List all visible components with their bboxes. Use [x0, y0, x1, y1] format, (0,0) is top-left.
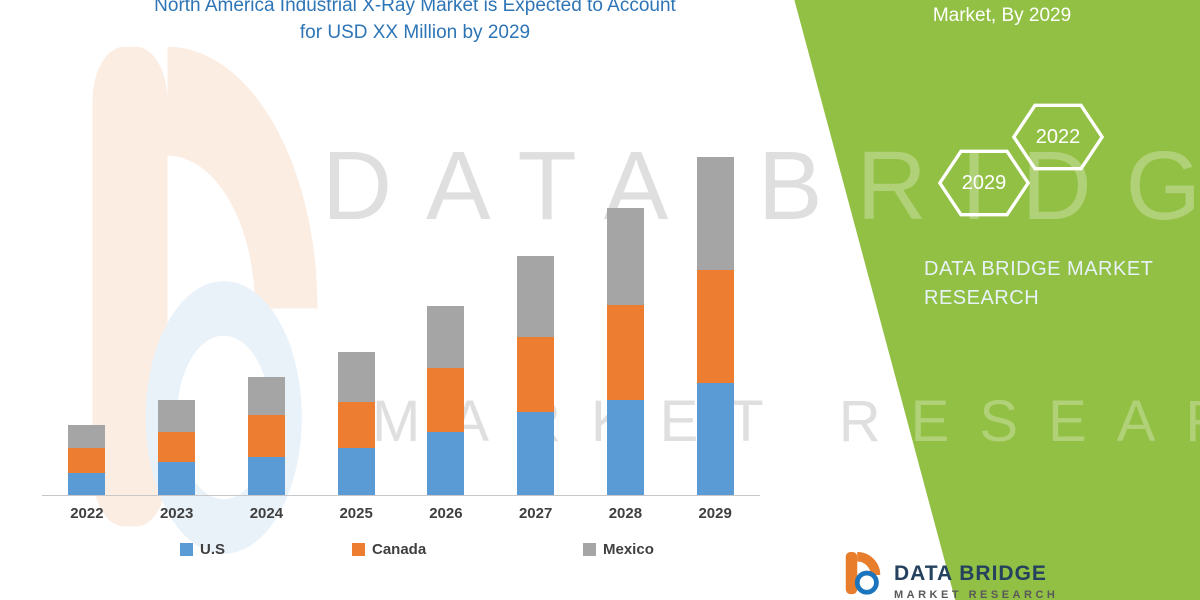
bar-segment-us	[337, 448, 375, 495]
legend-swatch	[180, 543, 193, 556]
bar-segment-us	[696, 383, 734, 495]
bar-segment-us	[427, 432, 465, 495]
chart-title: North America Industrial X-Ray Market is…	[30, 0, 800, 46]
legend-label: Mexico	[603, 541, 654, 558]
footer-logo: DATA BRIDGE MARKET RESEARCH	[840, 550, 1058, 600]
bar-segment-us	[517, 412, 555, 495]
chart-legend: U.S Canada Mexico	[0, 541, 760, 565]
bar-segment-mexico	[247, 377, 285, 415]
bar-segment-canada	[606, 305, 644, 400]
bar-segment-canada	[68, 448, 106, 473]
legend-item-mexico: Mexico	[583, 541, 654, 558]
x-axis-label: 2028	[608, 505, 643, 522]
data-bridge-logo-icon	[845, 551, 881, 595]
bar-segment-canada	[158, 432, 196, 462]
legend-label: U.S	[200, 541, 226, 558]
chart-title-line1: North America Industrial X-Ray Market is…	[154, 0, 676, 16]
x-axis-label: 2027	[518, 505, 553, 522]
legend-swatch	[583, 543, 596, 556]
chart-title-line2: for USD XX Million by 2029	[299, 22, 531, 43]
bar-segment-us	[68, 473, 106, 495]
x-axis-label: 2022	[70, 505, 104, 522]
bar-segment-canada	[247, 415, 285, 457]
plot-area	[42, 40, 760, 495]
legend-item-canada: Canada	[352, 541, 426, 558]
x-axis-label: 2026	[429, 505, 463, 522]
bar-segment-mexico	[158, 400, 196, 432]
footer-logo-line1: DATA BRIDGE	[894, 562, 1047, 585]
legend-swatch	[352, 543, 365, 556]
bar-segment-canada	[517, 337, 555, 412]
x-axis-label: 2029	[698, 505, 732, 522]
legend-label: Canada	[372, 541, 427, 558]
x-axis-line	[42, 495, 760, 496]
bar-segment-canada	[337, 402, 375, 448]
bar-segment-us	[158, 462, 196, 495]
x-axis-label: 2023	[159, 505, 194, 522]
bar-segment-us	[606, 400, 644, 495]
bar-segment-mexico	[517, 256, 555, 337]
bar-segment-us	[247, 457, 285, 495]
footer-logo-line2: MARKET RESEARCH	[894, 589, 1059, 600]
x-axis-label: 2025	[339, 505, 373, 522]
bar-segment-canada	[427, 368, 465, 432]
bar-segment-mexico	[696, 157, 734, 270]
x-axis-label: 2024	[249, 505, 284, 522]
background-logo-watermark-icon	[92, 46, 318, 554]
x-axis-labels: 2022 2023 2024 2025 2026 2027 2028 2029	[42, 505, 760, 529]
bar-segment-canada	[696, 270, 734, 383]
bar-segment-mexico	[606, 208, 644, 305]
legend-item-us: U.S	[180, 541, 225, 558]
bar-segment-mexico	[427, 306, 465, 368]
bar-segment-mexico	[337, 352, 375, 402]
bar-segment-mexico	[68, 425, 106, 448]
